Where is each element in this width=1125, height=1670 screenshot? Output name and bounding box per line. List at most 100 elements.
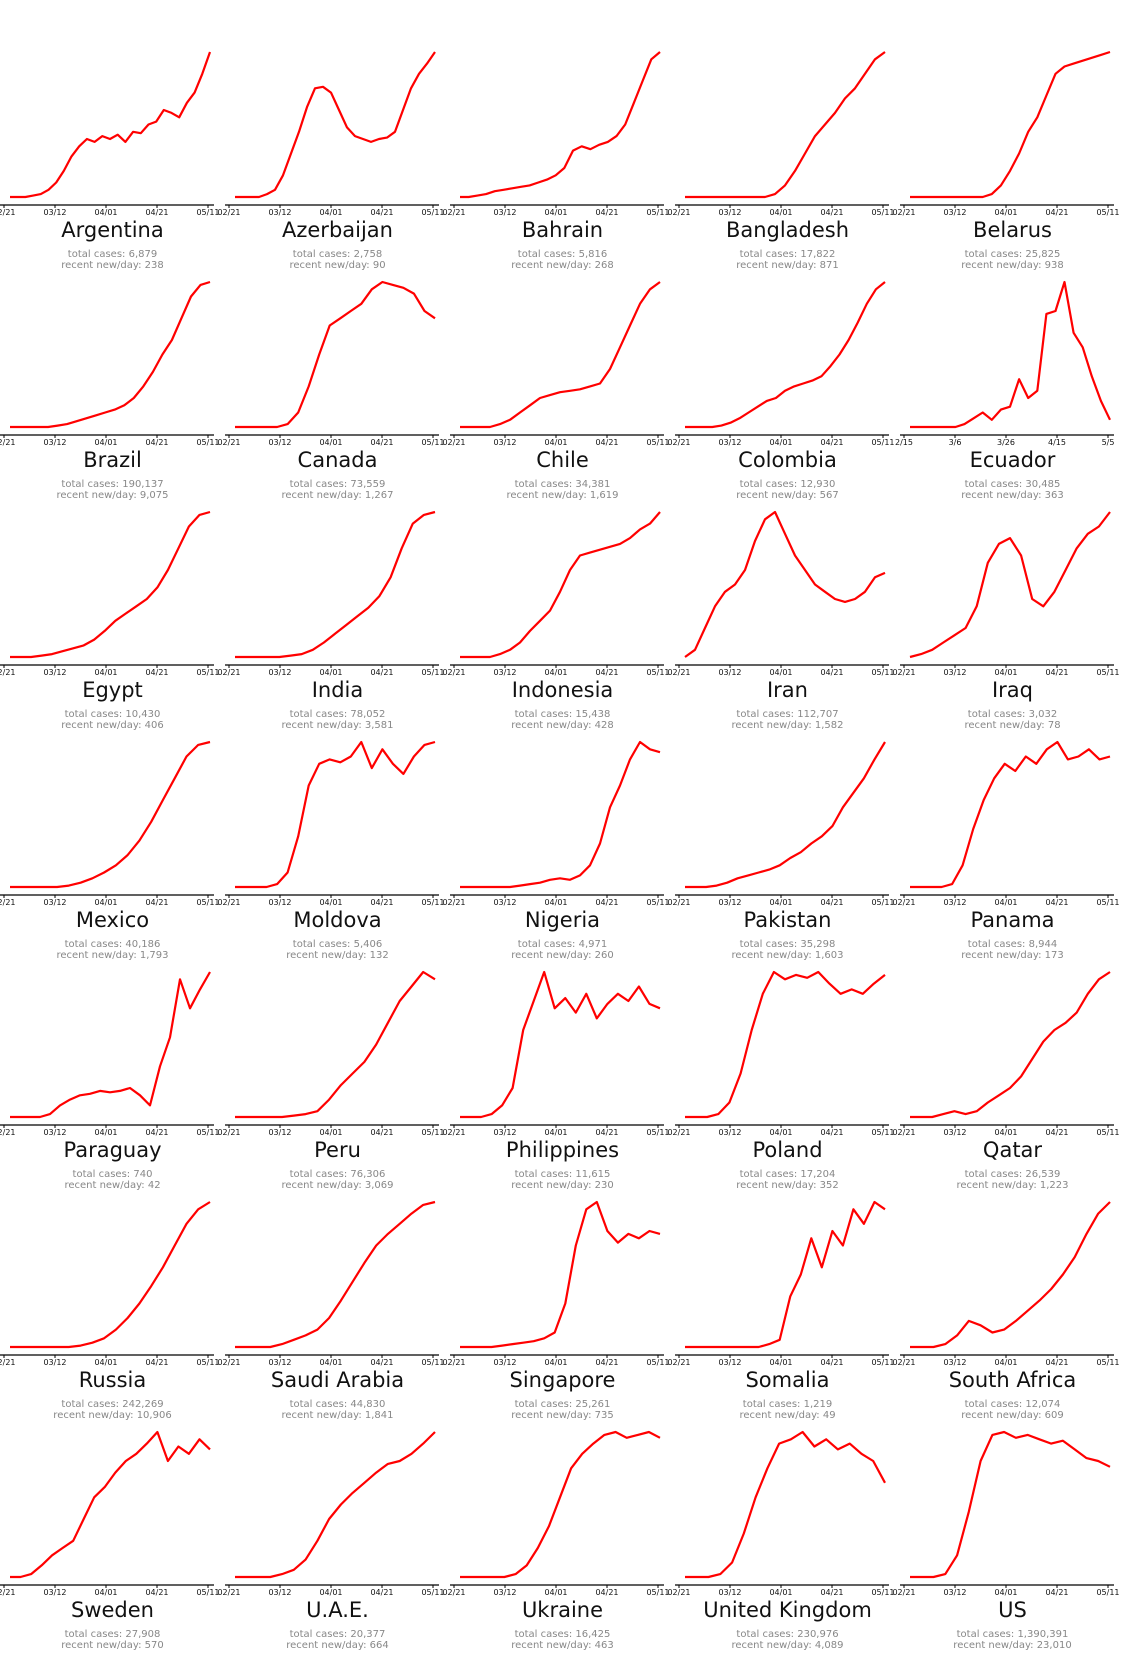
x-tick-label: 02/21 <box>667 438 690 447</box>
recent-new-per-day-label: recent new/day: <box>961 490 1045 501</box>
recent-new-per-day-text: recent new/day: 1,603 <box>675 950 900 961</box>
chart-panel-nigeria: 02/21 03/12 04/01 04/21 05/11 Nigeria total ca… <box>442 690 675 961</box>
recent-new-per-day-text: recent new/day: 268 <box>450 260 675 271</box>
country-name: Argentina <box>61 218 164 242</box>
recent-new-per-day-value: 268 <box>594 260 614 271</box>
total-cases-text: total cases: 4,971 <box>450 939 675 950</box>
x-tick-label: 02/21 <box>217 1358 240 1367</box>
total-cases-text: total cases: 16,425 <box>450 1629 675 1640</box>
x-tick-label: 04/21 <box>595 1588 618 1597</box>
recent-new-per-day-value: 352 <box>819 1180 839 1191</box>
series-line <box>909 511 1111 659</box>
recent-new-per-day-label: recent new/day: <box>53 1410 137 1421</box>
total-cases-label: total cases: <box>964 249 1026 260</box>
x-tick-label: 5/5 <box>1102 438 1115 447</box>
recent-new-per-day-value: 938 <box>1044 260 1064 271</box>
total-cases-label: total cases: <box>967 709 1029 720</box>
x-tick-label: 04/21 <box>370 1128 393 1137</box>
recent-new-per-day-label: recent new/day: <box>964 720 1048 731</box>
x-tick-label: 04/21 <box>370 208 393 217</box>
x-tick-label: 04/01 <box>94 438 117 447</box>
chart-svg: 02/21 03/12 04/01 04/21 05/11 <box>442 511 670 677</box>
recent-new-per-day-value: 871 <box>819 260 839 271</box>
recent-new-per-day-value: 238 <box>144 260 164 271</box>
x-tick-label: 04/21 <box>370 1358 393 1367</box>
x-tick-label: 05/11 <box>871 438 894 447</box>
x-tick-label: 03/12 <box>718 1128 741 1137</box>
x-tick-label: 02/21 <box>892 898 915 907</box>
x-tick-label: 04/21 <box>595 898 618 907</box>
x-tick-label: 02/21 <box>442 1588 465 1597</box>
chart-svg: 02/21 03/12 04/01 04/21 05/11 <box>667 51 895 217</box>
chart-svg: 02/21 03/12 04/01 04/21 05/11 <box>667 1200 895 1367</box>
x-tick-label: 04/01 <box>769 1358 792 1367</box>
recent-new-per-day-value: 260 <box>594 950 614 961</box>
recent-new-per-day-value: 1,619 <box>589 490 619 501</box>
total-cases-value: 2,758 <box>353 249 383 260</box>
chart-svg: 02/21 03/12 04/01 04/21 05/11 <box>0 510 220 677</box>
recent-new-per-day-label: recent new/day: <box>511 1410 595 1421</box>
chart-svg: 02/21 03/12 04/01 04/21 05/11 <box>667 281 895 447</box>
x-tick-label: 05/11 <box>871 668 894 677</box>
recent-new-per-day-text: recent new/day: 10,906 <box>0 1410 225 1421</box>
x-tick-label: 02/21 <box>892 1358 915 1367</box>
total-cases-text: total cases: 5,406 <box>225 939 450 950</box>
chart-panel-south-africa: 02/21 03/12 04/01 04/21 05/11 South Africa tot… <box>892 1150 1125 1421</box>
x-tick-label: 04/01 <box>994 1588 1017 1597</box>
country-name: Russia <box>78 1368 147 1392</box>
total-cases-value: 30,485 <box>1025 479 1061 490</box>
x-tick-label: 02/21 <box>667 1358 690 1367</box>
recent-new-per-day-value: 406 <box>144 720 164 731</box>
x-tick-label: 02/21 <box>667 898 690 907</box>
chart-panel-brazil: 02/21 03/12 04/01 04/21 05/11 Brazil total cas… <box>0 230 225 501</box>
recent-new-per-day-value: 664 <box>369 1640 389 1651</box>
country-name: Sweden <box>71 1598 154 1622</box>
recent-new-per-day-label: recent new/day: <box>731 950 815 961</box>
total-cases-text: total cases: 40,186 <box>0 939 225 950</box>
total-cases-label: total cases: <box>739 939 801 950</box>
chart-svg: 02/21 03/12 04/01 04/21 05/11 <box>442 970 670 1137</box>
total-cases-text: total cases: 6,879 <box>0 249 225 260</box>
x-tick-label: 02/21 <box>217 208 240 217</box>
x-tick-label: 02/21 <box>892 208 915 217</box>
x-tick-label: 02/21 <box>442 438 465 447</box>
total-cases-value: 11,615 <box>575 1169 611 1180</box>
x-tick-label: 03/12 <box>493 208 516 217</box>
x-tick-label: 05/11 <box>421 668 444 677</box>
x-tick-label: 04/01 <box>319 668 342 677</box>
x-tick-label: 04/21 <box>595 438 618 447</box>
chart-svg: 02/21 03/12 04/01 04/21 05/11 <box>667 741 895 907</box>
x-tick-label: 02/21 <box>892 1128 915 1137</box>
series-line <box>460 1430 661 1579</box>
chart-svg: 02/21 03/12 04/01 04/21 05/11 <box>667 1430 895 1597</box>
x-tick-label: 2/15 <box>895 438 913 447</box>
x-tick-label: 04/01 <box>994 1128 1017 1137</box>
total-cases-value: 4,971 <box>578 939 608 950</box>
chart-panel-ukraine: 02/21 03/12 04/01 04/21 05/11 Ukraine total ca… <box>442 1380 675 1651</box>
recent-new-per-day-text: recent new/day: 49 <box>675 1410 900 1421</box>
total-cases-text: total cases: 190,137 <box>0 479 225 490</box>
total-cases-value: 3,032 <box>1028 709 1058 720</box>
total-cases-label: total cases: <box>514 1629 576 1640</box>
x-tick-label: 04/21 <box>145 1128 168 1137</box>
x-tick-label: 05/11 <box>421 898 444 907</box>
x-tick-label: 02/21 <box>0 438 16 447</box>
x-tick-label: 03/12 <box>43 438 66 447</box>
x-tick-label: 04/01 <box>94 898 117 907</box>
chart-svg: 02/21 03/12 04/01 04/21 05/11 <box>892 971 1120 1137</box>
total-cases-label: total cases: <box>292 249 354 260</box>
x-tick-label: 02/21 <box>217 1128 240 1137</box>
x-tick-label: 04/01 <box>544 1588 567 1597</box>
total-cases-label: total cases: <box>72 1169 134 1180</box>
country-name: Bangladesh <box>725 218 850 242</box>
total-cases-label: total cases: <box>289 479 351 490</box>
x-tick-label: 04/21 <box>595 1128 618 1137</box>
x-tick-label: 04/21 <box>370 898 393 907</box>
country-name: Belarus <box>973 218 1052 242</box>
chart-svg: 02/21 03/12 04/01 04/21 05/11 <box>442 281 670 447</box>
total-cases-value: 1,219 <box>803 1399 833 1410</box>
x-tick-label: 05/11 <box>421 438 444 447</box>
x-tick-label: 04/01 <box>319 208 342 217</box>
x-tick-label: 05/11 <box>196 1358 219 1367</box>
